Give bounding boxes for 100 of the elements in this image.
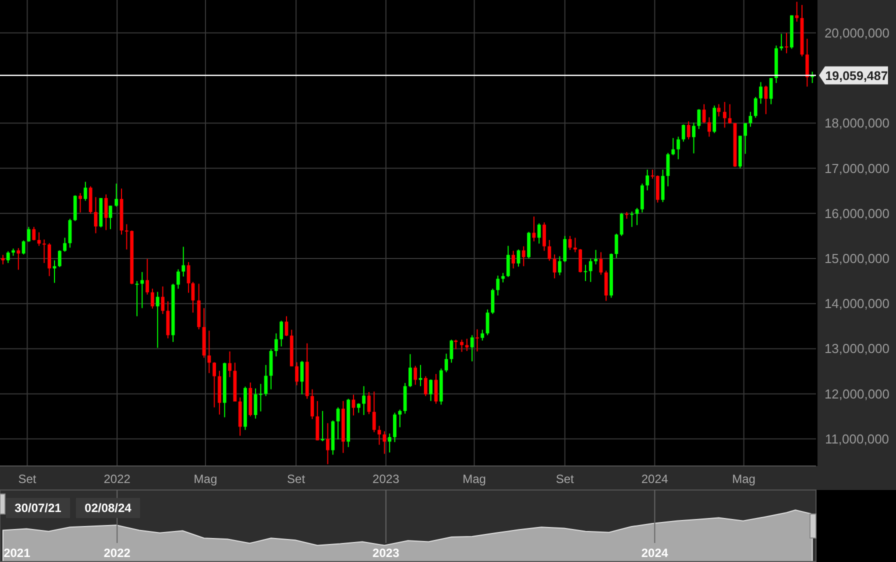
y-tick-label: 16,000,000	[824, 206, 890, 221]
candlestick	[32, 226, 36, 241]
candlestick	[63, 237, 67, 252]
candlestick	[182, 246, 186, 278]
candlestick	[692, 122, 696, 154]
candlestick	[161, 286, 164, 314]
candlestick	[316, 400, 320, 441]
candlestick	[728, 104, 732, 124]
candlestick	[496, 275, 500, 296]
candlestick	[722, 101, 726, 128]
candlestick	[310, 388, 314, 420]
annotation: 02/08/24	[84, 501, 132, 515]
candlestick	[578, 248, 582, 273]
candlestick	[429, 378, 433, 402]
y-tick-label: 15,000,000	[824, 250, 890, 266]
candlestick	[563, 235, 567, 263]
candlestick	[424, 376, 428, 397]
candlestick	[378, 425, 381, 446]
candlestick	[754, 96, 758, 118]
x-tick-label: Set	[18, 472, 37, 486]
candlestick	[398, 409, 402, 428]
candlestick	[22, 240, 26, 255]
candlestick	[156, 291, 160, 348]
candlestick	[48, 242, 52, 277]
candlestick	[78, 192, 82, 213]
candlestick	[512, 250, 516, 269]
candlestick	[764, 85, 768, 115]
y-tick-label: 11,000,000	[824, 431, 890, 446]
candlestick	[108, 205, 112, 230]
candlestick	[537, 222, 541, 244]
candlestick	[460, 339, 464, 352]
candlestick	[795, 1, 799, 22]
candlestick	[744, 122, 747, 154]
candlestick	[708, 116, 711, 138]
candlestick	[769, 78, 773, 105]
candlestick	[42, 239, 46, 264]
candlestick	[620, 212, 624, 236]
candlestick	[470, 334, 474, 362]
candlestick	[532, 216, 536, 242]
x-tick-label: 2022	[104, 472, 131, 486]
candlestick	[176, 268, 180, 290]
candlestick	[320, 410, 324, 442]
x-tick-label: 2024	[641, 472, 668, 486]
candlestick	[6, 250, 10, 264]
candlestick	[604, 270, 608, 302]
candlestick	[140, 272, 144, 309]
x-tick-label: Set	[556, 472, 575, 486]
candlestick	[548, 239, 552, 262]
candlestick	[300, 360, 304, 395]
candlestick	[552, 254, 556, 279]
candlestick	[558, 256, 562, 276]
candlestick	[212, 362, 216, 408]
candlestick	[712, 105, 716, 134]
candlestick	[382, 430, 386, 454]
candlestick	[408, 354, 412, 388]
x-tick-label: 2023	[372, 546, 400, 560]
x-tick-label: 2024	[641, 546, 668, 560]
candlestick	[367, 392, 371, 415]
candlestick	[84, 181, 88, 202]
candlestick	[150, 288, 154, 310]
candlestick	[388, 433, 392, 453]
candlestick	[490, 288, 494, 314]
candlestick	[614, 233, 618, 259]
candlestick	[630, 211, 634, 228]
candlestick	[542, 222, 546, 252]
ref-line-label: 19,059,487	[825, 68, 888, 83]
annotation: 30/07/21	[14, 501, 62, 515]
candlestick	[661, 169, 665, 203]
x-tick-label: Mag	[732, 472, 756, 486]
candlestick	[522, 246, 526, 267]
candlestick	[264, 364, 268, 397]
candlestick	[16, 248, 20, 270]
x-tick-label: Set	[287, 472, 306, 486]
candlestick	[671, 138, 675, 156]
candlestick	[717, 104, 720, 117]
candlestick	[588, 258, 592, 282]
candlestick	[501, 272, 505, 283]
candlestick	[454, 339, 458, 350]
candlestick	[702, 104, 706, 124]
x-tick-label: Mag	[194, 472, 218, 486]
candlestick	[352, 394, 356, 416]
y-tick-label: 14,000,000	[824, 296, 890, 312]
candlestick	[759, 82, 762, 104]
candlestick	[594, 249, 598, 265]
candlestick	[682, 124, 686, 142]
candlestick	[414, 365, 418, 386]
candlestick	[697, 108, 701, 130]
y-tick-label: 20,000,000	[824, 25, 890, 40]
y-tick-label: 17,000,000	[824, 160, 890, 176]
candlestick	[656, 174, 660, 204]
candlestick	[104, 194, 108, 231]
candlestick	[94, 196, 98, 234]
candlestick	[362, 386, 366, 416]
candlestick	[780, 33, 784, 52]
candlestick	[686, 120, 690, 140]
candlestick	[207, 330, 211, 374]
candlestick	[114, 183, 118, 208]
candlestick	[146, 258, 149, 296]
candlestick	[336, 406, 340, 440]
candlestick	[27, 226, 30, 242]
